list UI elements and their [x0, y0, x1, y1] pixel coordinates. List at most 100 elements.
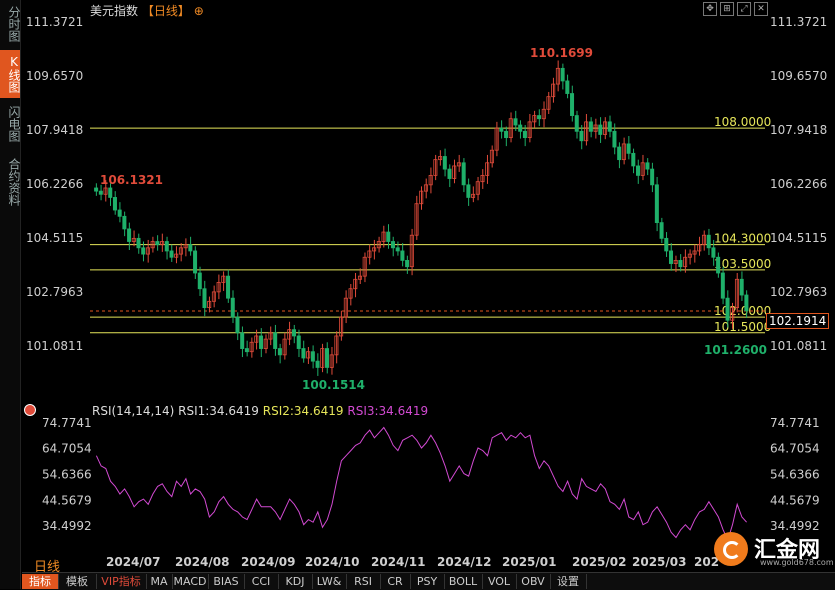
- candle-body: [414, 203, 419, 236]
- candle-body: [508, 118, 513, 139]
- current-price-label: 102.1914: [766, 313, 830, 329]
- candle-body: [282, 338, 287, 356]
- candle-body: [268, 332, 273, 340]
- level-label: 103.5000: [714, 257, 771, 271]
- candle-body: [532, 115, 537, 123]
- indicator-tab-0[interactable]: 指标: [22, 574, 59, 589]
- candle-body: [442, 156, 447, 170]
- candle-body: [678, 259, 683, 268]
- period-indicator[interactable]: 【日线】: [141, 4, 190, 18]
- candle-body: [127, 228, 132, 242]
- indicator-tab-14[interactable]: OBV: [516, 574, 551, 589]
- sidebar-tab-kline[interactable]: K线图: [0, 50, 21, 98]
- logo-url: www.gold678.com: [760, 558, 834, 567]
- candle-body: [197, 272, 202, 290]
- candle-body: [504, 130, 509, 139]
- chart-svg[interactable]: 108.0000104.3000103.5000102.0000101.5000…: [0, 0, 835, 572]
- expand-icon[interactable]: ⤢: [737, 2, 751, 16]
- candle-body: [522, 130, 527, 139]
- rsi-line: [95, 426, 747, 542]
- indicator-tab-12[interactable]: BOLL: [444, 574, 483, 589]
- period-label[interactable]: 日线: [34, 560, 61, 575]
- indicator-tab-11[interactable]: PSY: [410, 574, 445, 589]
- candle-body: [546, 96, 551, 110]
- candle-body: [103, 187, 108, 195]
- price-tick-left: 109.6570: [26, 69, 83, 83]
- rsi-close-icon[interactable]: [24, 404, 36, 416]
- candle-body: [202, 288, 207, 309]
- indicator-tab-13[interactable]: VOL: [482, 574, 517, 589]
- candle-body: [706, 234, 711, 249]
- candle-body: [475, 181, 480, 195]
- sidebar-tab-flash[interactable]: 闪电图: [7, 106, 21, 142]
- candle-body: [716, 256, 721, 274]
- candle-body: [235, 316, 240, 334]
- rsi-legend: RSI(14,14,14) RSI1:34.6419 RSI2:34.6419 …: [92, 404, 428, 418]
- candle-body: [588, 121, 593, 132]
- date-label: 2024/09: [241, 555, 295, 569]
- chart-header: 美元指数 【日线】 ⊕: [90, 2, 204, 18]
- candle-body: [376, 241, 381, 249]
- candle-body: [664, 237, 669, 252]
- add-icon[interactable]: ⊕: [193, 4, 204, 18]
- candle-body: [612, 130, 617, 148]
- sidebar-tab-contract[interactable]: 合约资料: [7, 158, 21, 206]
- indicator-tab-6[interactable]: CCI: [244, 574, 279, 589]
- move-icon[interactable]: ✥: [703, 2, 717, 16]
- indicator-tab-5[interactable]: BIAS: [208, 574, 245, 589]
- sidebar-tab-timeshare[interactable]: 分时图: [7, 6, 21, 42]
- candle-body: [489, 149, 494, 164]
- low-annotation: 100.1514: [302, 378, 365, 392]
- candle-body: [301, 348, 306, 359]
- indicator-tab-15[interactable]: 设置: [550, 574, 587, 589]
- candle-body: [188, 244, 193, 252]
- indicator-tab-3[interactable]: MA: [146, 574, 173, 589]
- indicator-tab-10[interactable]: CR: [380, 574, 411, 589]
- candle-body: [145, 247, 150, 255]
- candle-body: [372, 247, 377, 252]
- candle-body: [164, 241, 169, 252]
- candle-body: [692, 250, 697, 255]
- price-tick-right: 101.0811: [770, 339, 827, 353]
- candle-body: [518, 124, 523, 132]
- close-icon[interactable]: ✕: [754, 2, 768, 16]
- candle-body: [565, 80, 570, 94]
- candle-body: [259, 335, 264, 349]
- rsi-tick-left: 64.7054: [42, 442, 92, 456]
- candle-body: [461, 162, 466, 186]
- candle-body: [636, 165, 641, 176]
- start-annotation: 106.1321: [100, 173, 163, 187]
- indicator-tab-9[interactable]: RSI: [346, 574, 381, 589]
- candle-body: [739, 278, 744, 296]
- candle-body: [650, 168, 655, 186]
- zoom-icon[interactable]: ⊞: [720, 2, 734, 16]
- sidebar: 分时图 K线图 闪电图 合约资料: [0, 0, 21, 589]
- date-label: 2025/01: [502, 555, 556, 569]
- rsi-tick-right: 34.4992: [770, 519, 820, 533]
- candle-body: [254, 335, 259, 343]
- price-tick-left: 101.0811: [26, 339, 83, 353]
- price-tick-right: 109.6570: [770, 69, 827, 83]
- recent-low-annotation: 101.2600: [704, 343, 767, 357]
- candle-body: [183, 244, 188, 249]
- date-label: 2024/11: [371, 555, 425, 569]
- candle-body: [405, 259, 410, 268]
- candle-body: [428, 174, 433, 186]
- date-label: 2024/10: [305, 555, 359, 569]
- candle-body: [353, 278, 358, 290]
- indicator-tab-7[interactable]: KDJ: [278, 574, 313, 589]
- candle-body: [306, 351, 311, 359]
- candle-body: [381, 231, 386, 242]
- rsi2-value: RSI2:34.6419: [262, 404, 344, 418]
- candle-body: [117, 209, 122, 217]
- price-tick-right: 104.5115: [770, 231, 827, 245]
- price-tick-right: 111.3721: [770, 15, 827, 29]
- indicator-tab-4[interactable]: MACD: [172, 574, 209, 589]
- indicator-tab-1[interactable]: 模板: [58, 574, 97, 589]
- candle-body: [584, 121, 589, 142]
- indicator-tab-2[interactable]: VIP指标: [96, 574, 147, 589]
- candle-body: [537, 115, 542, 120]
- candle-body: [207, 300, 212, 309]
- high-annotation: 110.1699: [530, 46, 593, 60]
- indicator-tab-8[interactable]: LW&: [312, 574, 347, 589]
